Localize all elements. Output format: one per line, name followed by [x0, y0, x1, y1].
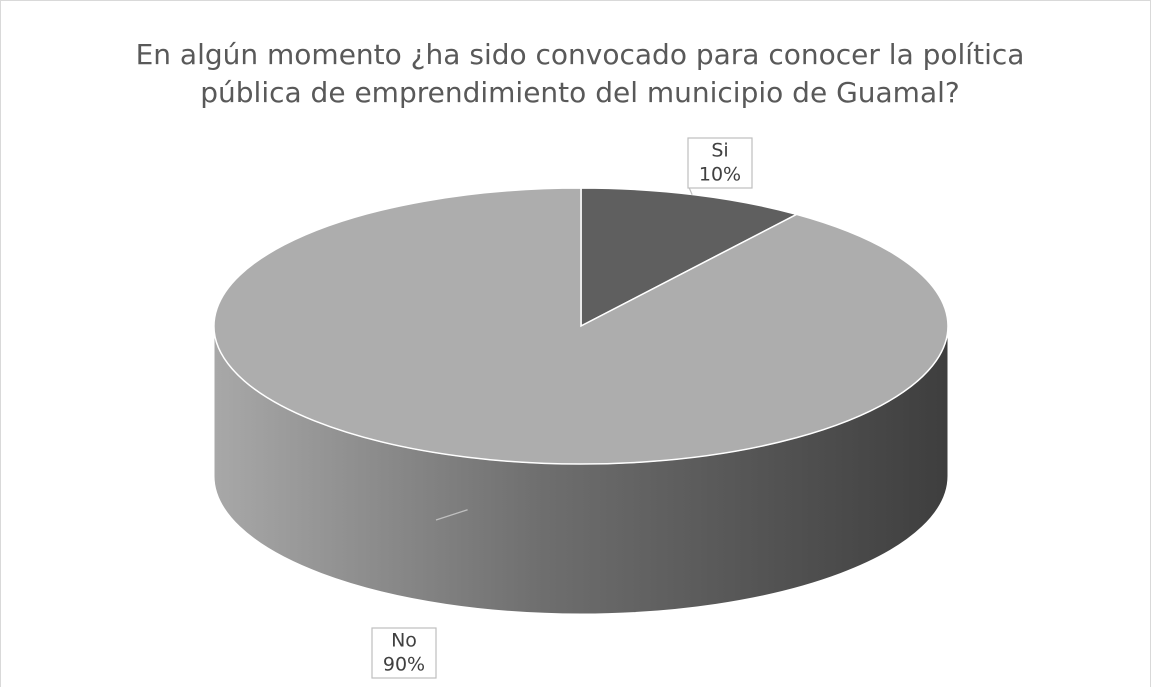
data-label-value: 90%	[383, 654, 425, 676]
data-label-category: No	[391, 630, 417, 652]
label-box	[371, 627, 437, 679]
data-label-category: Si	[711, 140, 728, 162]
slice	[580, 187, 799, 328]
slice	[213, 187, 949, 465]
chart-title: En algún momento ¿ha sido convocado para…	[135, 38, 1025, 109]
label-box	[687, 137, 753, 189]
leader-line	[435, 509, 468, 521]
data-label-value: 10%	[699, 164, 741, 186]
